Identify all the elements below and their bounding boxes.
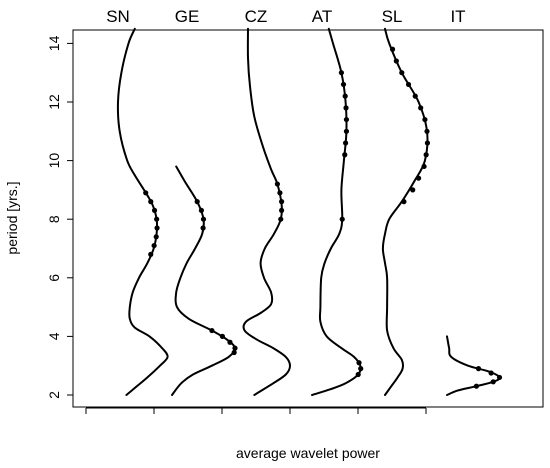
- significance-point: [194, 199, 200, 205]
- significance-point: [401, 199, 407, 205]
- significance-point: [412, 93, 418, 99]
- series-label-sl: SL: [382, 7, 403, 26]
- y-tick-label: 8: [46, 215, 62, 223]
- significance-point: [422, 116, 428, 123]
- significance-point: [389, 46, 396, 52]
- y-tick-label: 6: [46, 274, 62, 282]
- series-label-it: IT: [450, 7, 465, 26]
- significance-point: [338, 70, 344, 76]
- significance-point: [358, 366, 364, 372]
- power-curve-sn: [116, 27, 169, 396]
- significance-point: [343, 105, 349, 111]
- power-curve-at: [311, 27, 362, 396]
- significance-point: [490, 379, 496, 385]
- y-tick-label: 12: [46, 94, 62, 110]
- significance-point: [496, 374, 503, 381]
- significance-point: [153, 234, 159, 240]
- significance-point: [393, 58, 399, 64]
- significance-point: [423, 152, 429, 158]
- series-labels: SN GE CZ AT SL IT: [106, 7, 465, 26]
- power-curve-sl: [381, 27, 429, 396]
- significance-point: [198, 207, 204, 214]
- significance-point: [424, 140, 431, 146]
- y-tick-label: 10: [46, 153, 62, 169]
- significance-point: [209, 327, 215, 334]
- significance-point: [405, 81, 412, 88]
- significance-point: [355, 371, 361, 378]
- series-label-ge: GE: [175, 7, 200, 26]
- series-it: [446, 335, 503, 396]
- y-tick-label: 2: [46, 391, 62, 399]
- significance-point: [342, 152, 348, 158]
- significance-point: [274, 181, 280, 187]
- significance-point: [342, 93, 348, 99]
- significance-point: [339, 216, 345, 222]
- series-label-sn: SN: [106, 7, 130, 26]
- significance-point: [475, 366, 482, 372]
- series-at: [311, 27, 364, 396]
- series-cz: [242, 27, 291, 396]
- series-ge: [171, 165, 238, 396]
- significance-point: [488, 370, 494, 376]
- significance-point: [340, 81, 347, 88]
- y-tick-label: 14: [46, 35, 62, 51]
- y-tick-label: 4: [46, 332, 62, 340]
- significance-point: [154, 216, 160, 222]
- significance-point: [151, 242, 157, 249]
- series-sl: [381, 27, 431, 396]
- significance-point: [279, 207, 285, 214]
- significance-point: [356, 360, 362, 366]
- series-curves: [116, 27, 503, 396]
- power-curve-ge: [171, 165, 237, 396]
- series-label-cz: CZ: [245, 7, 268, 26]
- significance-point: [416, 175, 422, 181]
- significance-point: [232, 345, 238, 351]
- significance-point: [200, 216, 207, 222]
- x-axis-title: average wavelet power: [236, 445, 380, 461]
- significance-point: [148, 251, 154, 257]
- significance-point: [143, 190, 149, 196]
- significance-point: [279, 199, 285, 205]
- series-sn: [116, 27, 169, 396]
- significance-point: [219, 333, 225, 339]
- plot-frame: [72, 29, 544, 408]
- significance-point: [424, 128, 430, 134]
- significance-point: [200, 225, 206, 231]
- power-curve-it: [446, 335, 501, 396]
- significance-point: [277, 190, 283, 196]
- y-axis-title: period [yrs.]: [4, 181, 20, 254]
- significance-point: [227, 339, 233, 345]
- significance-point: [410, 187, 416, 193]
- significance-point: [231, 349, 237, 356]
- significance-point: [154, 225, 160, 231]
- power-curve-cz: [242, 27, 291, 396]
- x-axis: [85, 407, 427, 414]
- significance-point: [148, 199, 154, 205]
- significance-point: [473, 383, 479, 389]
- significance-point: [343, 140, 349, 146]
- significance-point: [343, 128, 350, 134]
- significance-point: [421, 163, 427, 170]
- y-axis: 2 4 6 8 10 12 14: [46, 35, 74, 399]
- significance-point: [399, 70, 405, 76]
- series-label-at: AT: [312, 7, 332, 26]
- significance-point: [151, 207, 158, 214]
- significance-point: [343, 116, 350, 123]
- significance-point: [418, 105, 424, 111]
- significance-point: [278, 216, 284, 222]
